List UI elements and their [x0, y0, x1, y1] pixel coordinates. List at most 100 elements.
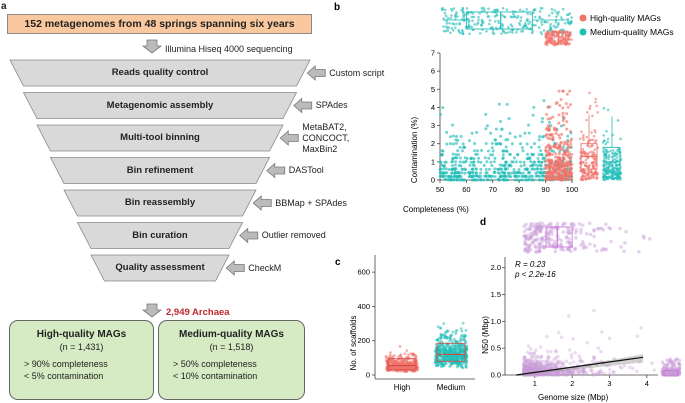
- d-point: [570, 370, 575, 374]
- stage-label: Metagenomic assembly: [106, 99, 214, 111]
- d-point: [554, 371, 559, 375]
- d-point: [542, 372, 547, 376]
- d-point: [566, 314, 571, 318]
- d-top-marginal-point: [534, 229, 539, 234]
- high-mag-point: [559, 140, 563, 144]
- d-point: [548, 365, 553, 369]
- d-point: [523, 369, 527, 374]
- d-point: [533, 372, 537, 377]
- medium-mag-point: [536, 174, 540, 178]
- d-point: [526, 367, 531, 372]
- tool-arrow: [252, 195, 272, 211]
- d-point: [592, 356, 596, 361]
- c-point-high: [416, 366, 420, 370]
- d-point: [530, 373, 535, 377]
- d-point: [549, 371, 553, 375]
- d-right-marginal-point: [677, 367, 682, 372]
- high-mag-point: [544, 163, 548, 167]
- d-point: [550, 360, 555, 365]
- d-y-tick-label: 0.5: [491, 344, 501, 353]
- high-marginal-point: [588, 91, 591, 95]
- d-point: [522, 362, 526, 366]
- d-point: [635, 369, 639, 374]
- d-point: [532, 368, 537, 373]
- d-right-marginal-point: [665, 366, 669, 370]
- high-mag-point: [550, 137, 554, 141]
- medium-mag-point: [533, 167, 537, 171]
- d-right-marginal-point: [667, 371, 671, 375]
- d-point: [539, 372, 544, 376]
- medium-mag-point: [486, 178, 490, 182]
- d-right-marginal-point: [674, 372, 678, 376]
- d-point: [537, 361, 542, 366]
- d-top-marginal-point: [566, 247, 570, 252]
- d-right-marginal-point: [677, 367, 681, 371]
- medium-mag-point: [461, 142, 465, 146]
- d-top-marginal-point: [527, 245, 531, 250]
- d-point: [536, 355, 541, 360]
- medium-top-marginal-point: [566, 13, 569, 17]
- d-top-marginal-point: [529, 233, 534, 238]
- d-point: [540, 366, 545, 370]
- d-point: [576, 371, 580, 375]
- d-point: [568, 370, 573, 375]
- medium-mag-point: [559, 124, 563, 128]
- d-point: [533, 366, 538, 371]
- d-top-marginal-point: [529, 235, 533, 239]
- d-point: [522, 368, 527, 373]
- d-top-marginal-point: [565, 247, 570, 251]
- d-point: [533, 366, 537, 371]
- d-point: [524, 359, 528, 363]
- medium-mag-point: [458, 160, 462, 164]
- medium-mag-point: [502, 164, 506, 168]
- medium-mag-point: [458, 145, 462, 149]
- medium-mag-point: [519, 142, 523, 146]
- d-right-marginal-point: [677, 361, 681, 365]
- medium-top-marginal-point: [465, 7, 469, 10]
- d-top-marginal-point: [561, 223, 565, 228]
- medium-mag-point: [476, 174, 480, 178]
- d-point: [563, 372, 568, 377]
- medium-top-marginal-point: [441, 8, 444, 12]
- d-top-marginal-point: [546, 233, 551, 238]
- d-right-marginal-point: [678, 358, 682, 362]
- d-right-marginal-point: [678, 362, 682, 366]
- medium-mag-point: [448, 142, 452, 146]
- d-point: [578, 357, 583, 361]
- medium-top-marginal-point: [543, 20, 547, 24]
- medium-mag-point: [514, 160, 518, 164]
- d-point: [559, 335, 564, 340]
- d-point: [539, 372, 544, 376]
- d-point: [528, 365, 532, 370]
- medium-mag-point: [438, 167, 442, 171]
- medium-marginal-point: [604, 142, 608, 146]
- d-point: [549, 362, 553, 366]
- d-point: [554, 356, 558, 360]
- medium-mag-point: [536, 157, 540, 161]
- d-point: [566, 370, 571, 374]
- d-point: [561, 369, 566, 374]
- d-top-marginal-point: [581, 246, 586, 251]
- medium-mag-point: [482, 163, 486, 167]
- b-medium-contamination-box: [603, 116, 621, 180]
- c-point-medium: [445, 349, 448, 352]
- d-top-marginal-point: [584, 245, 589, 250]
- d-point: [568, 368, 573, 372]
- d-point: [556, 369, 560, 374]
- medium-marginal-point: [617, 176, 620, 180]
- medium-marginal-point: [616, 167, 620, 171]
- d-point: [552, 357, 556, 362]
- medium-mag-point: [447, 168, 451, 172]
- medium-mag-point: [464, 159, 468, 163]
- d-point: [581, 370, 585, 375]
- medium-mag-point: [498, 178, 502, 182]
- d-top-marginal-point: [549, 243, 553, 248]
- medium-marginal-point: [606, 108, 610, 112]
- d-point: [559, 362, 563, 366]
- medium-top-marginal-point: [500, 32, 503, 35]
- c-box-medium: [436, 342, 466, 362]
- d-point: [554, 370, 559, 374]
- high-mag-point: [561, 173, 565, 177]
- d-point: [594, 372, 599, 377]
- b-y-tick-label: 0: [431, 176, 435, 185]
